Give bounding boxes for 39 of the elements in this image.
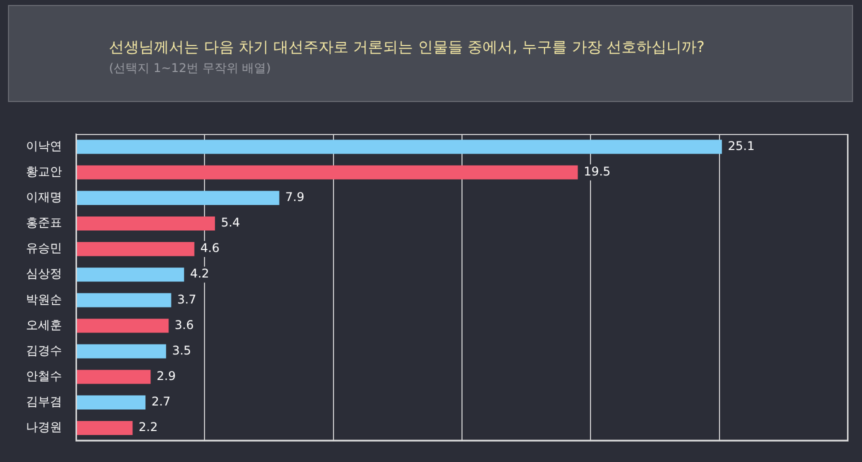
bar xyxy=(76,293,172,308)
bar xyxy=(76,370,151,384)
data-label: 2.9 xyxy=(156,369,176,384)
y-tick-label: 이재명 xyxy=(26,190,62,204)
data-label: 25.1 xyxy=(728,138,755,153)
data-label: 3.6 xyxy=(174,318,194,332)
y-tick-label: 김부겸 xyxy=(26,394,62,409)
data-label: 7.9 xyxy=(285,190,304,204)
data-label: 2.7 xyxy=(151,394,171,409)
data-label: 5.4 xyxy=(220,216,240,230)
bar xyxy=(76,140,722,154)
y-tick-label: 박원순 xyxy=(26,292,62,306)
y-tick-label: 나경원 xyxy=(26,420,62,434)
data-label: 4.2 xyxy=(190,266,210,281)
y-tick-label: 안철수 xyxy=(26,369,62,384)
bar xyxy=(76,242,194,256)
bar xyxy=(76,318,169,333)
data-label: 2.2 xyxy=(138,420,158,434)
data-label: 3.7 xyxy=(177,292,196,306)
y-tick-label: 유승민 xyxy=(26,241,62,256)
y-tick-label: 홍준표 xyxy=(26,216,62,230)
y-tick-label: 황교안 xyxy=(26,164,62,178)
bar xyxy=(76,165,578,180)
y-tick-label: 이낙연 xyxy=(26,138,62,153)
y-tick-label: 김경수 xyxy=(26,343,62,358)
bar xyxy=(76,344,166,358)
bar xyxy=(76,190,280,205)
data-label: 19.5 xyxy=(584,164,611,178)
bar xyxy=(76,268,184,282)
data-label: 3.5 xyxy=(172,343,192,358)
bar xyxy=(76,216,215,231)
chart-subtitle: (선택지 1~12번 무작위 배열) xyxy=(109,60,271,77)
bar xyxy=(76,395,146,410)
chart-title: 선생님께서는 다음 차기 대선주자로 거론되는 인물들 중에서, 누구를 가장 선호하십니까? xyxy=(109,38,705,57)
title-panel: 선생님께서는 다음 차기 대선주자로 거론되는 인물들 중에서, 누구를 가장 선호하십니까? (선택지 1~12번 무작위 배열) xyxy=(8,5,853,102)
y-tick-label: 심상정 xyxy=(26,266,62,281)
data-label: 4.6 xyxy=(200,241,220,256)
bar xyxy=(76,420,133,436)
y-tick-label: 오세훈 xyxy=(26,318,62,332)
